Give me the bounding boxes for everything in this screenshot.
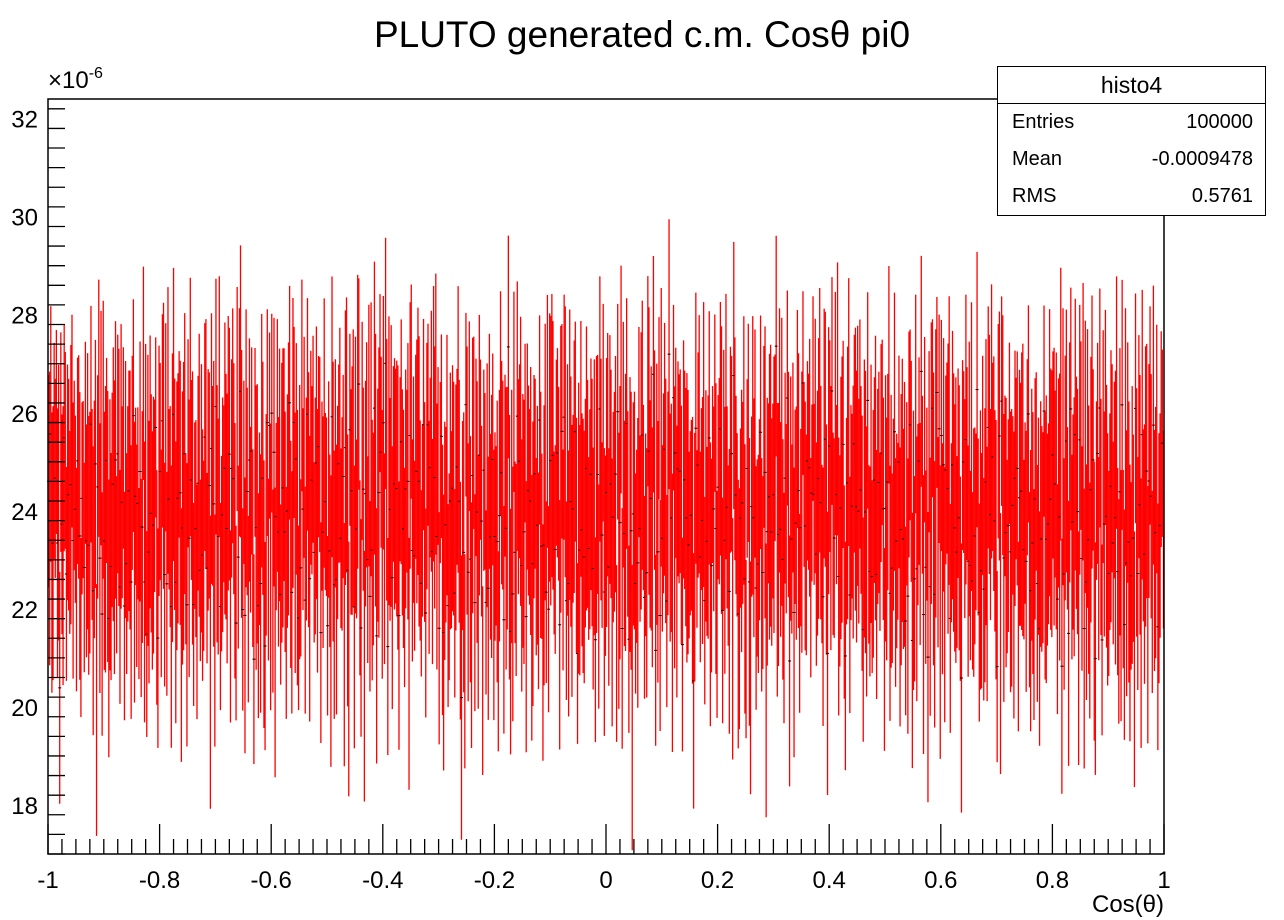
y-tick-label: 28 <box>11 303 38 330</box>
stats-label: Entries <box>1012 111 1075 133</box>
y-tick-label: 26 <box>11 401 38 428</box>
stats-row-rms: RMS 0.5761 <box>998 178 1265 215</box>
y-tick-label: 18 <box>11 793 38 820</box>
y-tick-label: 22 <box>11 597 38 624</box>
x-tick-label: 1 <box>1157 867 1170 894</box>
y-tick-label: 32 <box>11 107 38 134</box>
y-multiplier: ×10-6 <box>48 65 103 94</box>
y-multiplier-base: ×10 <box>48 67 89 94</box>
stats-label: RMS <box>1012 185 1057 207</box>
stats-value: 0.5761 <box>1191 185 1253 207</box>
y-tick-label: 30 <box>11 205 38 232</box>
stats-box: histo4 Entries 100000 Mean -0.0009478 RM… <box>997 66 1266 216</box>
x-tick-label: 0 <box>599 867 612 894</box>
x-axis-label: Cos(θ) <box>1092 891 1164 918</box>
stats-row-entries: Entries 100000 <box>998 104 1265 141</box>
stats-value: -0.0009478 <box>1151 148 1253 170</box>
stats-label: Mean <box>1012 148 1063 170</box>
histogram-bins <box>47 219 1165 851</box>
stats-row-mean: Mean -0.0009478 <box>998 141 1265 178</box>
x-tick-label: -0.8 <box>139 867 180 894</box>
y-tick-label: 24 <box>11 499 38 526</box>
x-tick-label: -0.2 <box>474 867 515 894</box>
stats-value: 100000 <box>1186 111 1253 133</box>
stats-name: histo4 <box>998 67 1265 104</box>
x-tick-label: 0.4 <box>813 867 846 894</box>
y-multiplier-exponent: -6 <box>89 65 103 82</box>
x-tick-label: 0.8 <box>1036 867 1069 894</box>
y-tick-label: 20 <box>11 695 38 722</box>
x-tick-label: -1 <box>37 867 58 894</box>
x-tick-label: -0.4 <box>362 867 403 894</box>
x-axis: -1 -0.8 -0.6 -0.4 -0.2 0 0.2 0.4 0.6 0.8 1 <box>37 824 1171 894</box>
x-tick-label: -0.6 <box>251 867 292 894</box>
x-tick-label: 0.6 <box>924 867 957 894</box>
chart-title: PLUTO generated c.m. Cosθ pi0 <box>373 14 911 55</box>
y-axis: 18 20 22 24 26 28 30 32 <box>11 107 65 855</box>
x-tick-label: 0.2 <box>701 867 734 894</box>
